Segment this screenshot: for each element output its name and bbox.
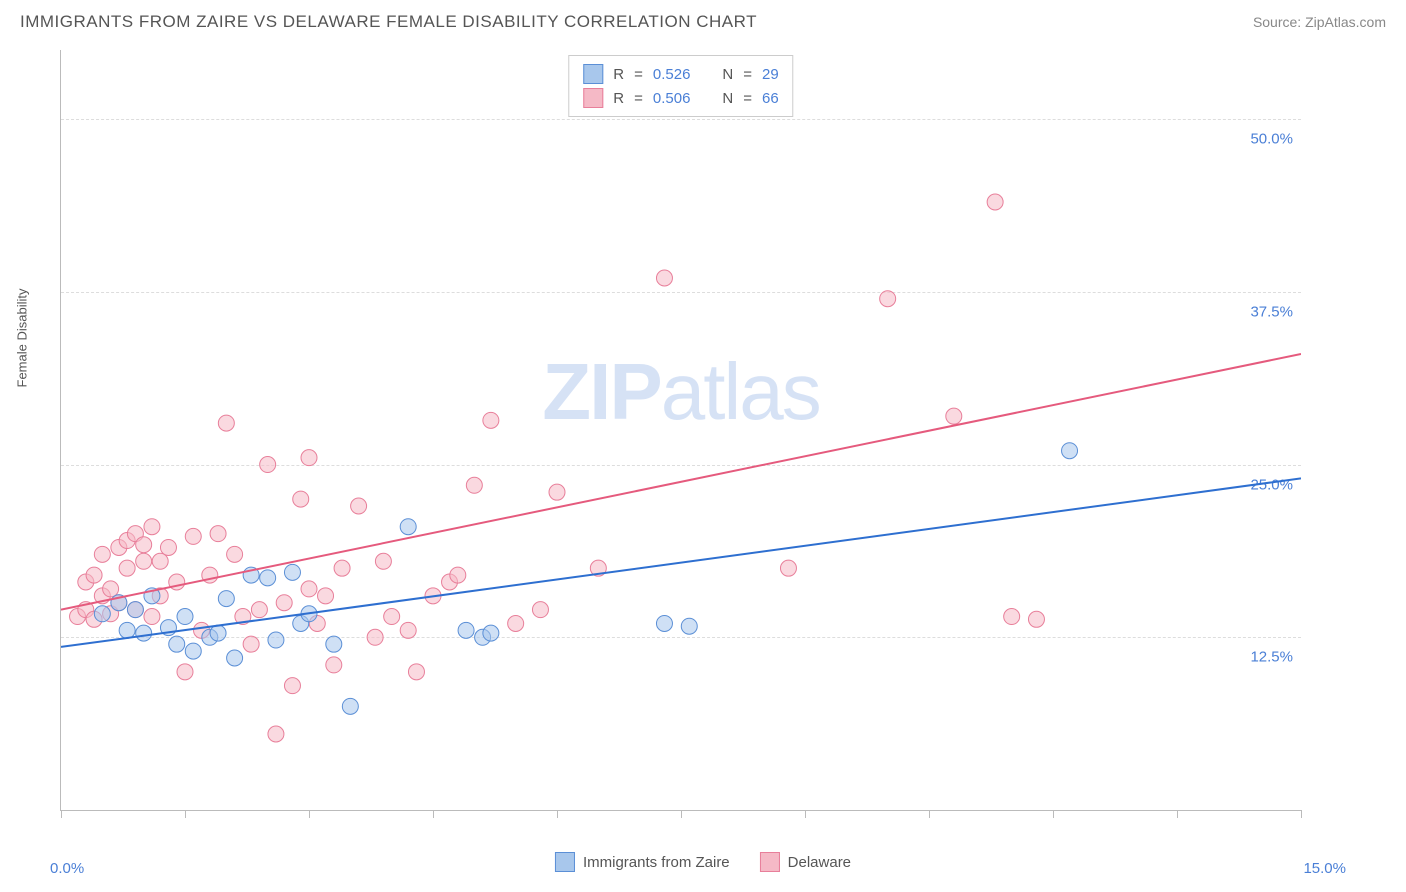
scatter-point [351,498,367,514]
scatter-point [483,412,499,428]
xtick-mark [185,810,186,818]
scatter-point [375,553,391,569]
swatch-series-1-bottom [555,852,575,872]
scatter-point [127,602,143,618]
scatter-point [466,477,482,493]
scatter-point [681,618,697,634]
scatter-point [400,519,416,535]
scatter-point [260,570,276,586]
scatter-point [656,270,672,286]
plot-svg [61,50,1301,810]
y-axis-label: Female Disability [15,289,30,388]
scatter-point [301,450,317,466]
scatter-point [301,581,317,597]
scatter-point [284,564,300,580]
xtick-mark [557,810,558,818]
scatter-point [94,546,110,562]
xtick-mark [1177,810,1178,818]
scatter-point [342,698,358,714]
scatter-point [218,415,234,431]
scatter-point [276,595,292,611]
chart-title: IMMIGRANTS FROM ZAIRE VS DELAWARE FEMALE… [20,12,757,32]
scatter-point [185,643,201,659]
scatter-point [177,609,193,625]
scatter-point [169,636,185,652]
scatter-point [260,457,276,473]
scatter-point [408,664,424,680]
scatter-point [243,636,259,652]
scatter-point [532,602,548,618]
scatter-point [656,615,672,631]
xtick-mark [805,810,806,818]
scatter-point [326,657,342,673]
scatter-point [508,615,524,631]
scatter-point [458,622,474,638]
scatter-point [94,606,110,622]
xtick-mark [309,810,310,818]
legend-item-1: Immigrants from Zaire [555,852,730,872]
x-max-label: 15.0% [1303,860,1346,877]
scatter-point [293,491,309,507]
scatter-point [549,484,565,500]
scatter-point [185,528,201,544]
scatter-point [1028,611,1044,627]
scatter-point [136,625,152,641]
scatter-point [103,581,119,597]
legend-item-2: Delaware [760,852,851,872]
legend-stats-row-1: R = 0.526 N = 29 [583,62,778,86]
scatter-point [144,609,160,625]
scatter-point [318,588,334,604]
scatter-point [119,622,135,638]
legend-stats-row-2: R = 0.506 N = 66 [583,86,778,110]
scatter-point [880,291,896,307]
xtick-mark [1053,810,1054,818]
scatter-point [483,625,499,641]
scatter-point [987,194,1003,210]
scatter-point [144,519,160,535]
legend-series: Immigrants from Zaire Delaware [555,852,851,872]
x-min-label: 0.0% [50,860,84,877]
scatter-point [450,567,466,583]
scatter-point [210,625,226,641]
scatter-point [227,546,243,562]
legend-stats: R = 0.526 N = 29 R = 0.506 N = 66 [568,55,793,117]
scatter-point [326,636,342,652]
trend-line [61,478,1301,647]
scatter-point [268,632,284,648]
scatter-point [218,591,234,607]
scatter-point [227,650,243,666]
scatter-point [780,560,796,576]
xtick-mark [61,810,62,818]
scatter-point [119,560,135,576]
plot-area: ZIPatlas 12.5%25.0%37.5%50.0% R = 0.526 … [60,50,1301,811]
scatter-point [160,539,176,555]
scatter-point [136,537,152,553]
scatter-point [268,726,284,742]
scatter-point [251,602,267,618]
scatter-point [946,408,962,424]
scatter-point [210,526,226,542]
trend-line [61,354,1301,610]
header-row: IMMIGRANTS FROM ZAIRE VS DELAWARE FEMALE… [0,0,1406,40]
xtick-mark [433,810,434,818]
scatter-point [86,567,102,583]
xtick-mark [681,810,682,818]
scatter-point [177,664,193,680]
scatter-point [400,622,416,638]
chart-container: IMMIGRANTS FROM ZAIRE VS DELAWARE FEMALE… [0,0,1406,892]
scatter-point [284,678,300,694]
scatter-point [367,629,383,645]
scatter-point [1062,443,1078,459]
scatter-point [334,560,350,576]
scatter-point [152,553,168,569]
scatter-point [1004,609,1020,625]
xtick-mark [1301,810,1302,818]
scatter-point [384,609,400,625]
swatch-series-1 [583,64,603,84]
swatch-series-2-bottom [760,852,780,872]
scatter-point [136,553,152,569]
swatch-series-2 [583,88,603,108]
source-label: Source: ZipAtlas.com [1253,14,1386,30]
xtick-mark [929,810,930,818]
